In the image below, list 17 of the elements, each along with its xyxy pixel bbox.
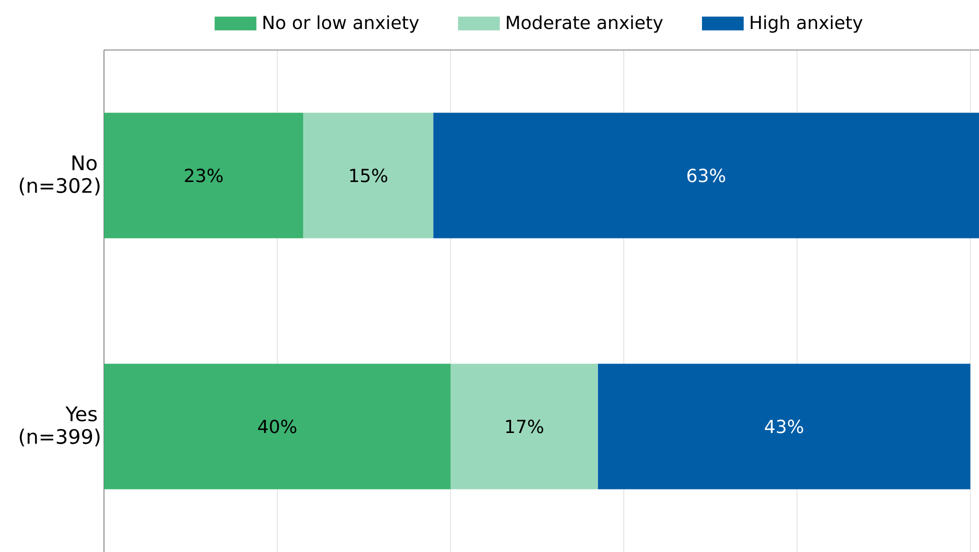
y-tick-label: Yes (n=399) bbox=[20, 406, 100, 446]
data-label: 40% bbox=[258, 420, 296, 434]
bar bbox=[450, 364, 598, 490]
bar bbox=[598, 364, 970, 490]
data-label: 43% bbox=[764, 420, 804, 434]
bar bbox=[104, 364, 451, 490]
data-label: 15% bbox=[350, 168, 388, 182]
y-tick-label: No (n=302) bbox=[20, 156, 100, 196]
bar bbox=[433, 112, 979, 238]
legend-label: No or low anxiety bbox=[263, 15, 419, 33]
legend-label: High anxiety bbox=[750, 15, 862, 33]
bar bbox=[303, 112, 434, 238]
data-label: 17% bbox=[506, 420, 544, 434]
bar bbox=[104, 112, 304, 238]
data-label: 23% bbox=[184, 168, 223, 182]
data-label: 63% bbox=[687, 168, 726, 182]
legend-label: Moderate anxiety bbox=[506, 15, 663, 33]
